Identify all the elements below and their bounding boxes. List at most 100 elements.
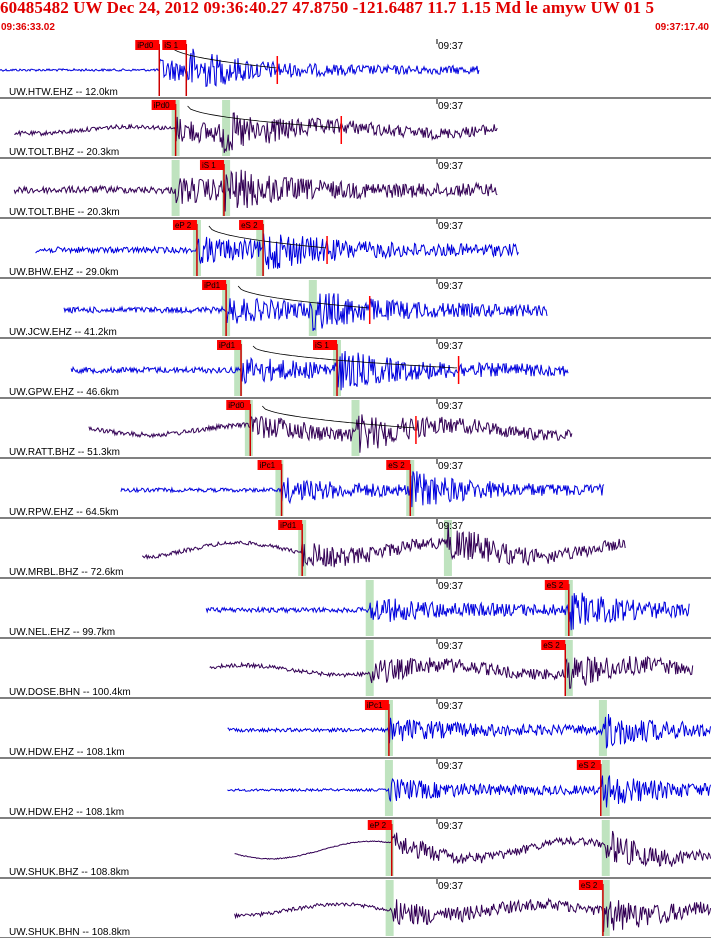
waveform-trace (205, 592, 690, 631)
time-tick-label: 09:37 (438, 701, 463, 712)
coda-curve (252, 345, 458, 369)
pick-label-box[interactable] (217, 340, 242, 350)
pick-label: eS 2 (581, 881, 598, 890)
trace-row: iS 1 09:37 UW.TOLT.BHE -- 20.3km (0, 159, 711, 219)
pick-label-box[interactable] (544, 580, 569, 590)
phase-window-band (308, 280, 317, 336)
phase-window-band (244, 400, 253, 456)
waveform-trace (70, 350, 569, 391)
phase-window-band (351, 400, 360, 456)
phase-window-band (384, 760, 393, 816)
pick-label: eS 2 (241, 221, 258, 230)
waveform-trace (0, 48, 480, 87)
trace-row: eP 2 09:37 UW.SHUK.BHZ -- 108.8km (0, 819, 711, 879)
trace-label: UW.RPW.EHZ -- 64.5km (9, 507, 118, 518)
waveform-trace (227, 775, 711, 808)
pick-label-box[interactable] (578, 880, 603, 890)
time-tick-label: 09:37 (438, 761, 463, 772)
trace-label: UW.BHW.EHZ -- 29.0km (9, 267, 118, 278)
pick-label: iPc1 (260, 461, 276, 470)
trace-label: UW.HDW.EHZ -- 108.1km (9, 747, 125, 758)
pick-label-box[interactable] (386, 460, 411, 470)
phase-window-band (385, 820, 394, 876)
trace-row: iPd0 09:37 UW.RATT.BHZ -- 51.3km (0, 399, 711, 459)
phase-window-band (365, 640, 374, 696)
time-tick-label: 09:37 (438, 881, 463, 892)
trace-row: eP 2 eS 2 09:37 UW.BHW.EHZ -- 29.0km (0, 219, 711, 279)
coda-curve (262, 405, 416, 429)
trace-row: eS 2 09:37 UW.SHUK.BHN -- 108.8km (0, 879, 711, 938)
trace-row: iPd0 09:37 UW.TOLT.BHZ -- 20.3km (0, 99, 711, 159)
waveform-trace (88, 414, 573, 453)
trace-label: UW.HDW.EH2 -- 108.1km (9, 807, 124, 818)
event-header: 60485482 UW Dec 24, 2012 09:36:40.27 47.… (0, 0, 711, 38)
trace-label: UW.JCW.EHZ -- 41.2km (9, 327, 117, 338)
pick-label: eS 2 (388, 461, 405, 470)
pick-label: iS 1 (202, 161, 216, 170)
waveform-trace (14, 112, 498, 154)
pick-label-box[interactable] (367, 820, 392, 830)
trace-label: UW.NEL.EHZ -- 99.7km (9, 627, 115, 638)
waveform-trace (63, 293, 548, 332)
pick-label-box[interactable] (278, 520, 303, 530)
phase-window-band (222, 100, 231, 156)
pick-label: eP 2 (370, 821, 387, 830)
trace-row: iPd0 iS 1 09:37 UW.HTW.EHZ -- 12.0km (0, 39, 711, 99)
time-tick-label: 09:37 (438, 521, 463, 532)
pick-label-box[interactable] (313, 340, 338, 350)
trace-row: eS 2 09:37 UW.HDW.EH2 -- 108.1km (0, 759, 711, 819)
phase-window-band (443, 520, 452, 576)
pick-label-box[interactable] (541, 640, 566, 650)
pick-label-box[interactable] (239, 220, 264, 230)
time-tick-label: 09:37 (438, 581, 463, 592)
trace-row: eS 2 09:37 UW.NEL.EHZ -- 99.7km (0, 579, 711, 639)
trace-label: UW.SHUK.BHN -- 108.8km (9, 927, 130, 938)
coda-curve (170, 45, 277, 69)
time-tick-label: 09:37 (438, 41, 463, 52)
trace-label: UW.DOSE.BHN -- 100.4km (9, 687, 131, 698)
trace-label: UW.MRBL.BHZ -- 72.6km (9, 567, 123, 578)
pick-label-box[interactable] (172, 220, 197, 230)
window-start-time: 09:36:33.02 (1, 22, 55, 33)
trace-label: UW.HTW.EHZ -- 12.0km (9, 87, 118, 98)
pick-label: iPd0 (154, 101, 171, 110)
event-title: 60485482 UW Dec 24, 2012 09:36:40.27 47.… (0, 0, 655, 17)
time-tick-label: 09:37 (438, 641, 463, 652)
pick-label-box[interactable] (151, 100, 176, 110)
pick-label-box[interactable] (576, 760, 601, 770)
pick-label-box[interactable] (162, 40, 187, 50)
window-end-time: 09:37:17.40 (655, 22, 709, 33)
pick-label-box[interactable] (226, 400, 251, 410)
trace-row: iPd1 iS 1 09:37 UW.GPW.EHZ -- 46.6km (0, 339, 711, 399)
time-tick-label: 09:37 (438, 821, 463, 832)
trace-label: UW.TOLT.BHZ -- 20.3km (9, 147, 119, 158)
trace-row: iPd1 09:37 UW.JCW.EHZ -- 41.2km (0, 279, 711, 339)
waveform-trace (120, 471, 605, 508)
pick-label-box[interactable] (364, 700, 389, 710)
waveform-trace (35, 233, 519, 270)
pick-label: iS 1 (315, 341, 329, 350)
trace-row: iPc1 eS 2 09:37 UW.RPW.EHZ -- 64.5km (0, 459, 711, 519)
waveform-trace (234, 897, 711, 932)
time-tick-label: 09:37 (438, 281, 463, 292)
pick-label: iPd0 (228, 401, 245, 410)
time-tick-label: 09:37 (438, 341, 463, 352)
phase-window-band (385, 880, 394, 936)
pick-label-box[interactable] (257, 460, 282, 470)
trace-label: UW.GPW.EHZ -- 46.6km (9, 387, 119, 398)
pick-label-box[interactable] (199, 160, 224, 170)
time-tick-label: 09:37 (438, 461, 463, 472)
pick-label: eS 2 (579, 761, 596, 770)
phase-window-band (171, 160, 180, 216)
trace-label: UW.SHUK.BHZ -- 108.8km (9, 867, 129, 878)
time-tick-label: 09:37 (438, 161, 463, 172)
trace-row: iPd1 09:37 UW.MRBL.BHZ -- 72.6km (0, 519, 711, 579)
waveform-trace (13, 169, 498, 212)
trace-row: eS 2 09:37 UW.DOSE.BHN -- 100.4km (0, 639, 711, 699)
waveform-trace (141, 522, 626, 568)
seismogram-panel: iPd0 iS 1 09:37 UW.HTW.EHZ -- 12.0km iPd0 09:… (0, 39, 711, 938)
pick-label-box[interactable] (135, 40, 160, 50)
trace-label: UW.TOLT.BHE -- 20.3km (9, 207, 120, 218)
pick-label: eS 2 (547, 581, 564, 590)
pick-label-box[interactable] (202, 280, 227, 290)
